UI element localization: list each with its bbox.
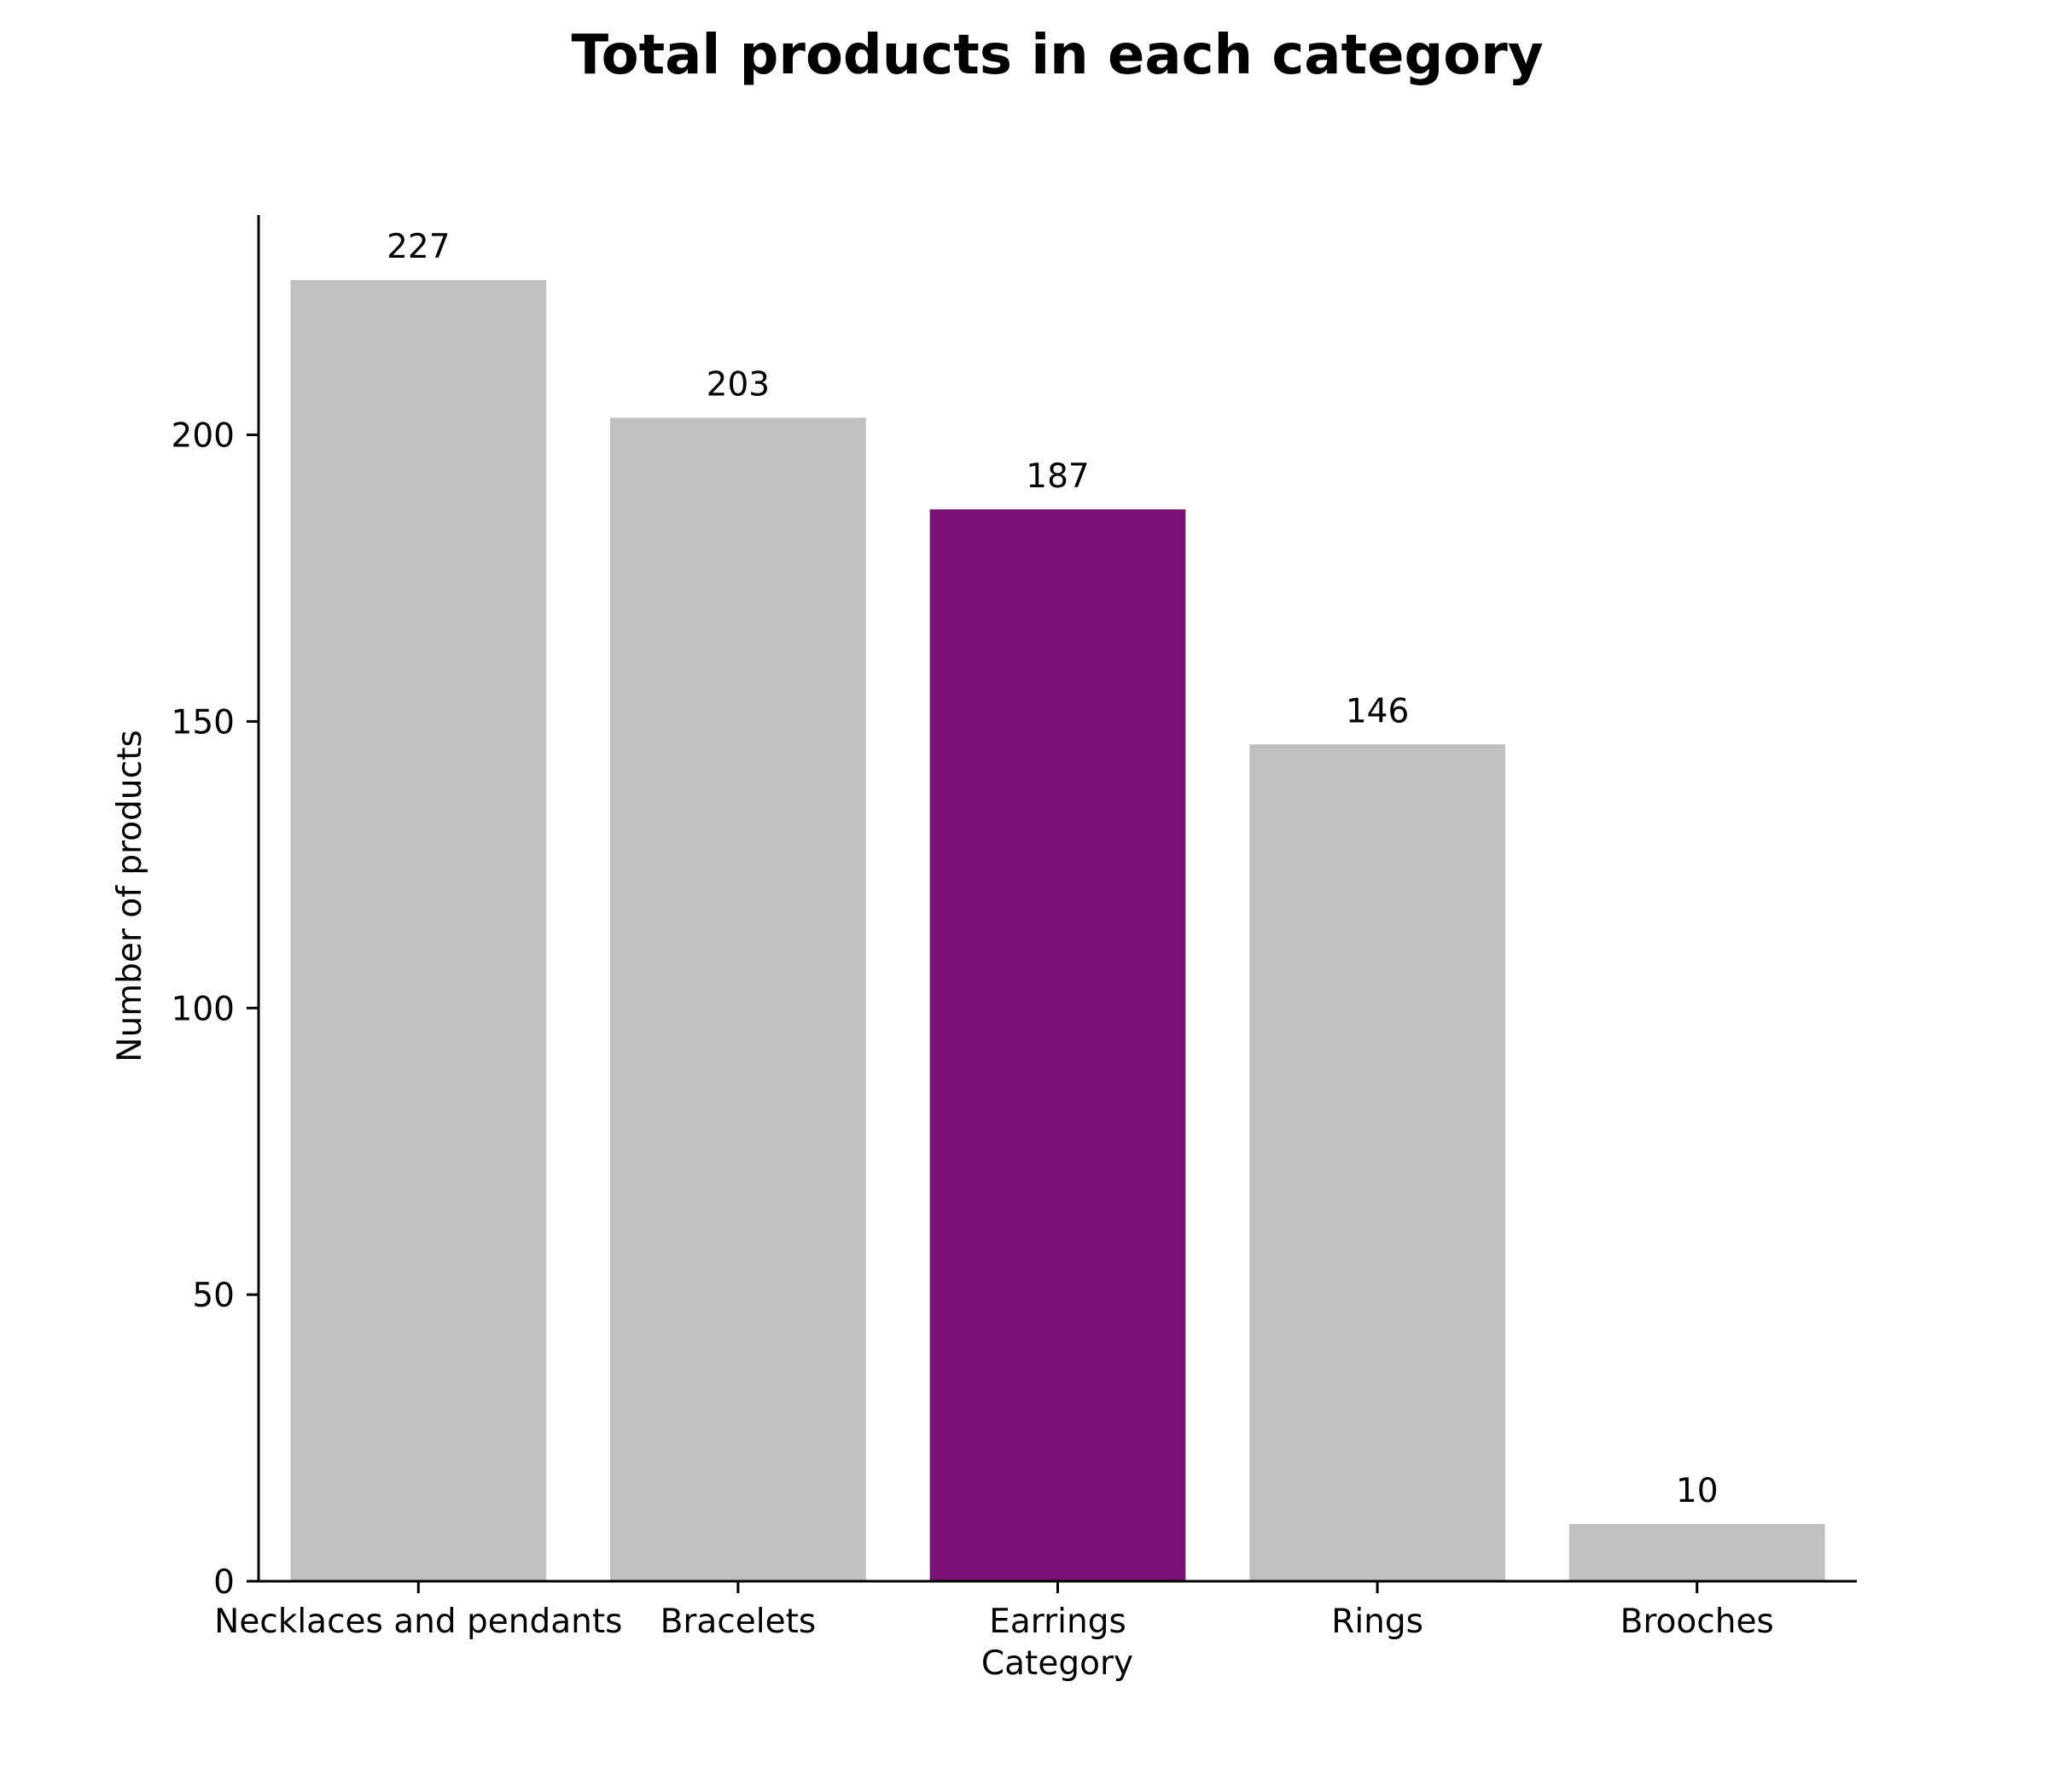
x-ticks-layer: Necklaces and pendants Bracelets Earrings R… xyxy=(214,1581,1774,1641)
bar-brooches xyxy=(1568,1523,1825,1581)
x-axis-label: Category xyxy=(981,1644,1133,1683)
data-label-brooches: 10 xyxy=(1676,1472,1719,1510)
y-tick-label-0: 0 xyxy=(213,1563,235,1602)
x-tick-label-brooches: Brooches xyxy=(1620,1603,1774,1641)
y-axis-label: Number of products xyxy=(111,730,149,1062)
data-labels-layer: 227 203 187 146 10 xyxy=(387,228,1718,1510)
bar-bracelets xyxy=(610,417,866,1581)
bar-necklaces-and-pendants xyxy=(290,280,547,1582)
y-ticks-layer: 0 50 100 150 200 xyxy=(172,417,259,1602)
y-tick-label-150: 150 xyxy=(172,703,235,742)
chart-title: Total products in each category xyxy=(571,24,1543,87)
x-tick-label-rings: Rings xyxy=(1331,1603,1423,1641)
data-label-bracelets: 203 xyxy=(707,365,770,404)
y-tick-label-100: 100 xyxy=(172,990,235,1028)
bars-layer xyxy=(290,280,1825,1582)
bar-rings xyxy=(1249,744,1505,1581)
data-label-rings: 146 xyxy=(1346,692,1409,730)
x-tick-label-bracelets: Bracelets xyxy=(660,1603,817,1641)
bar-earrings xyxy=(929,509,1186,1581)
y-tick-label-50: 50 xyxy=(192,1277,235,1315)
data-label-necklaces-and-pendants: 227 xyxy=(387,228,450,266)
data-label-earrings: 187 xyxy=(1026,457,1089,496)
y-tick-label-200: 200 xyxy=(172,417,235,456)
x-tick-label-earrings: Earrings xyxy=(989,1603,1126,1641)
x-tick-label-necklaces-and-pendants: Necklaces and pendants xyxy=(214,1603,622,1641)
